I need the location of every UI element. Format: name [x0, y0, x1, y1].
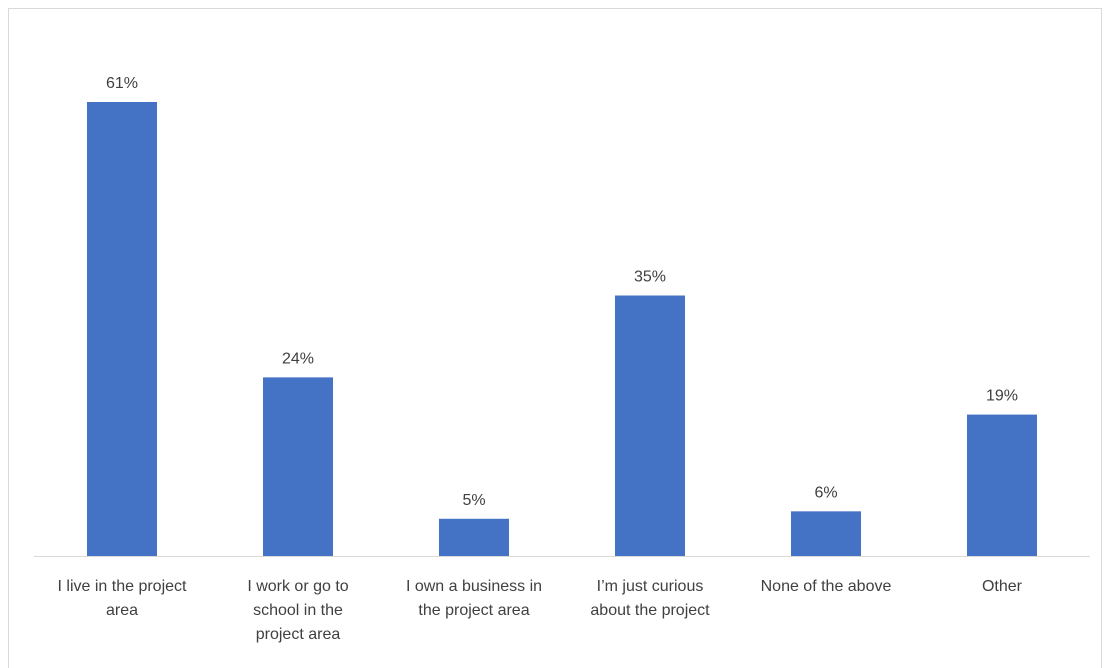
bar-3 [615, 295, 685, 556]
category-label-line: None of the above [761, 578, 892, 595]
category-label-line: I live in the project [58, 578, 188, 595]
bar-1 [263, 377, 333, 556]
bar-0 [87, 102, 157, 556]
bar-2 [439, 518, 509, 556]
data-label-1: 24% [282, 350, 314, 367]
category-label-line: I own a business in [406, 578, 542, 595]
category-label-line: the project area [418, 602, 529, 619]
category-label-3: I’m just curious about the project [590, 578, 710, 619]
data-label-0: 61% [106, 75, 138, 92]
category-label-line: school in the [253, 602, 343, 619]
category-label-4: None of the above [761, 578, 892, 595]
bar-4 [791, 511, 861, 556]
data-labels-layer: 61% 24% 5% 35% 6% 19% [106, 75, 1018, 509]
bars-layer [87, 102, 1037, 556]
category-label-1: I work or go to school in the project area [247, 578, 348, 643]
chart-frame [8, 8, 1102, 668]
category-label-line: about the project [590, 602, 710, 619]
category-label-2: I own a business in the project area [406, 578, 542, 619]
category-label-line: I work or go to [247, 578, 348, 595]
bar-5 [967, 414, 1037, 556]
category-labels-layer: I live in the project area I work or go to… [58, 578, 1023, 643]
category-label-line: area [106, 602, 138, 619]
category-label-line: project area [256, 626, 341, 643]
category-label-line: I’m just curious [597, 578, 704, 595]
data-label-3: 35% [634, 269, 666, 286]
category-label-line: Other [982, 578, 1023, 595]
data-label-2: 5% [462, 492, 485, 509]
data-label-5: 19% [986, 388, 1018, 405]
data-label-4: 6% [814, 484, 837, 501]
category-label-5: Other [982, 578, 1023, 595]
category-label-0: I live in the project area [58, 578, 188, 619]
